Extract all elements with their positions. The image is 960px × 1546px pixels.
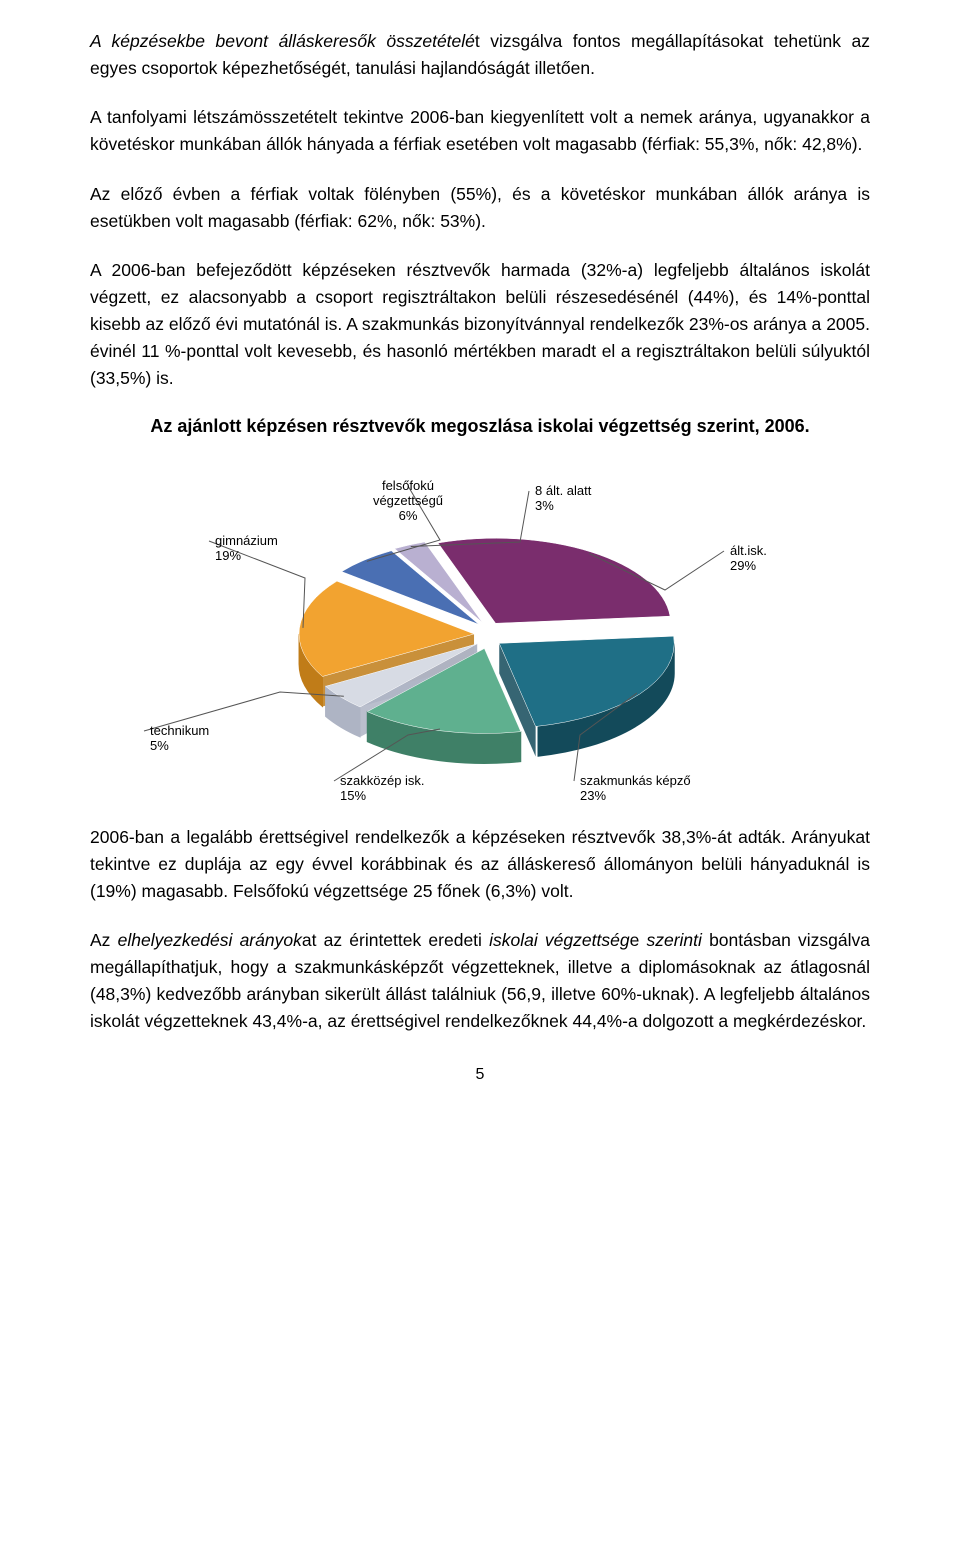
chart-label-szakmunkas: szakmunkás képző23% bbox=[580, 773, 691, 803]
chart-label-technikum: technikum5% bbox=[150, 723, 209, 753]
chart-title: Az ajánlott képzésen résztvevők megoszlá… bbox=[90, 414, 870, 439]
chart-label-altisk: ált.isk.29% bbox=[730, 543, 767, 573]
p1-italic: A képzésekbe bevont álláskeresők összeté… bbox=[90, 31, 475, 51]
chart-label-felsofoku: felsőfokúvégzettségű6% bbox=[373, 478, 443, 523]
paragraph-5: 2006-ban a legalább érettségivel rendelk… bbox=[90, 824, 870, 905]
paragraph-2: A tanfolyami létszámösszetételt tekintve… bbox=[90, 104, 870, 158]
p6-it3: szerinti bbox=[646, 930, 701, 950]
chart-label-gimnazium: gimnázium19% bbox=[215, 533, 278, 563]
p6-c: e bbox=[630, 930, 647, 950]
p6-a: Az bbox=[90, 930, 118, 950]
paragraph-3: Az előző évben a férfiak voltak fölénybe… bbox=[90, 181, 870, 235]
paragraph-6: Az elhelyezkedési arányokat az érintette… bbox=[90, 927, 870, 1036]
page-number: 5 bbox=[90, 1063, 870, 1088]
paragraph-1: A képzésekbe bevont álláskeresők összeté… bbox=[90, 28, 870, 82]
chart-label-8alt_alatt: 8 ált. alatt3% bbox=[535, 483, 592, 513]
p6-b: at az érintettek eredeti bbox=[302, 930, 489, 950]
pie-chart: gimnázium19% felsőfokúvégzettségű6% 8 ált.… bbox=[90, 450, 870, 820]
paragraph-4: A 2006-ban befejeződött képzéseken részt… bbox=[90, 257, 870, 393]
p6-it1: elhelyezkedési arányok bbox=[118, 930, 302, 950]
chart-label-szakkozep: szakközép isk.15% bbox=[340, 773, 425, 803]
p6-it2: iskolai végzettség bbox=[489, 930, 629, 950]
